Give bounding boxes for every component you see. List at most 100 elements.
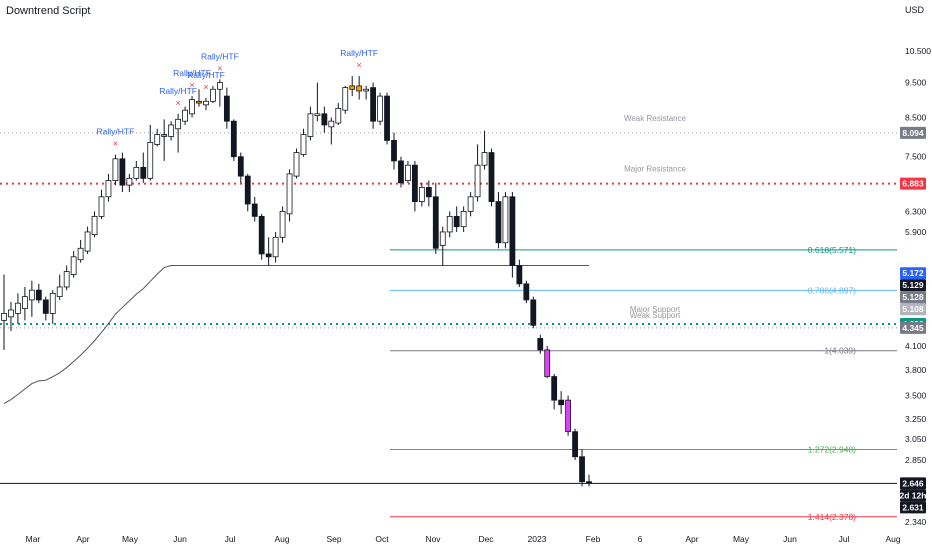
rally-marker: ×	[217, 63, 222, 73]
candle[interactable]	[98, 196, 105, 217]
candle[interactable]	[537, 338, 544, 351]
level-tag	[900, 321, 926, 334]
candle[interactable]	[565, 399, 572, 433]
candle[interactable]	[182, 109, 188, 122]
candle[interactable]	[579, 456, 585, 483]
candle[interactable]	[244, 175, 251, 205]
candle[interactable]	[272, 236, 279, 258]
candle[interactable]	[439, 231, 446, 246]
candle[interactable]	[91, 215, 98, 236]
candle[interactable]	[481, 152, 488, 166]
candle[interactable]	[230, 120, 237, 158]
candle[interactable]	[279, 210, 286, 238]
candle[interactable]	[523, 283, 530, 301]
candle[interactable]	[349, 85, 356, 90]
candle[interactable]	[8, 309, 14, 318]
candle[interactable]	[28, 289, 35, 301]
candle[interactable]	[210, 88, 216, 102]
candle[interactable]	[377, 95, 383, 122]
candle[interactable]	[251, 203, 258, 217]
candle[interactable]	[460, 210, 467, 228]
candle[interactable]	[432, 196, 439, 249]
candle[interactable]	[509, 196, 516, 266]
rally-marker: ×	[203, 82, 208, 92]
candle[interactable]	[488, 152, 495, 202]
candle[interactable]	[551, 376, 558, 401]
candle[interactable]	[398, 160, 404, 184]
candle[interactable]	[258, 215, 265, 255]
candle[interactable]	[370, 87, 377, 122]
candle[interactable]	[356, 85, 363, 92]
candle[interactable]	[35, 289, 42, 301]
candle[interactable]	[42, 299, 49, 314]
candle[interactable]	[1, 312, 7, 321]
candle[interactable]	[70, 256, 77, 275]
price-axis[interactable]: 10.5009.5008.5007.5006.3005.9004.7004.10…	[905, 46, 931, 527]
candle[interactable]	[77, 247, 84, 261]
candle[interactable]	[21, 296, 28, 310]
candle[interactable]	[154, 134, 161, 145]
candle[interactable]	[418, 187, 425, 202]
annotations: Rally/HTF×Rally/HTF×Rally/HTF×Rally/HTF×…	[97, 48, 379, 149]
candle[interactable]	[147, 142, 154, 179]
candle[interactable]	[293, 152, 300, 177]
candle[interactable]	[216, 82, 223, 90]
candle[interactable]	[203, 100, 209, 106]
fib-level-label: 1.414(2.378)	[808, 512, 856, 522]
candle[interactable]	[63, 271, 70, 288]
rally-htf-label: Rally/HTF	[187, 70, 225, 80]
candle[interactable]	[474, 164, 481, 198]
candle[interactable]	[342, 87, 349, 111]
candle[interactable]	[140, 166, 147, 179]
candle[interactable]	[126, 177, 133, 186]
price-tag	[900, 303, 926, 316]
candle[interactable]	[328, 120, 335, 128]
candle[interactable]	[558, 399, 565, 406]
candle[interactable]	[161, 134, 168, 137]
candle[interactable]	[516, 265, 523, 285]
candle[interactable]	[502, 196, 509, 244]
candle[interactable]	[119, 158, 126, 186]
candle[interactable]	[84, 231, 91, 252]
candle[interactable]	[133, 166, 140, 179]
candle[interactable]	[300, 134, 307, 156]
candle[interactable]	[495, 201, 502, 244]
candle[interactable]	[335, 107, 342, 124]
candle[interactable]	[530, 299, 537, 326]
candles[interactable]	[1, 76, 592, 487]
candle[interactable]	[544, 349, 551, 377]
candle[interactable]	[56, 286, 63, 298]
candle[interactable]	[175, 118, 182, 130]
candle[interactable]	[425, 187, 432, 198]
candle[interactable]	[411, 164, 418, 202]
moving-average-line	[3, 265, 589, 405]
candle[interactable]	[453, 215, 460, 228]
candle[interactable]	[363, 88, 370, 92]
candle[interactable]	[189, 99, 195, 115]
candle[interactable]	[446, 215, 453, 233]
candle[interactable]	[265, 253, 272, 258]
candle[interactable]	[223, 95, 230, 122]
candle[interactable]	[237, 156, 244, 177]
candle[interactable]	[405, 164, 411, 181]
candle[interactable]	[168, 124, 175, 137]
candle[interactable]	[321, 113, 328, 126]
candle[interactable]	[112, 158, 119, 181]
candle[interactable]	[586, 481, 592, 484]
price-tag	[900, 279, 926, 292]
candle[interactable]	[391, 140, 397, 162]
price-tick-label: 3.050	[905, 434, 927, 444]
candle[interactable]	[49, 292, 56, 314]
candle[interactable]	[384, 95, 390, 141]
candle[interactable]	[105, 180, 112, 198]
candle[interactable]	[286, 173, 293, 215]
candle[interactable]	[307, 113, 314, 137]
candle[interactable]	[314, 113, 321, 117]
candle[interactable]	[15, 302, 21, 314]
candle[interactable]	[572, 431, 578, 458]
candle[interactable]	[196, 100, 202, 104]
time-tick-label: Aug	[885, 534, 900, 544]
time-axis[interactable]: Mar Apr May Jun Jul Aug Sep Oct Nov Dec 2023 Feb 6 Ap…	[26, 534, 901, 544]
candle[interactable]	[467, 196, 474, 212]
